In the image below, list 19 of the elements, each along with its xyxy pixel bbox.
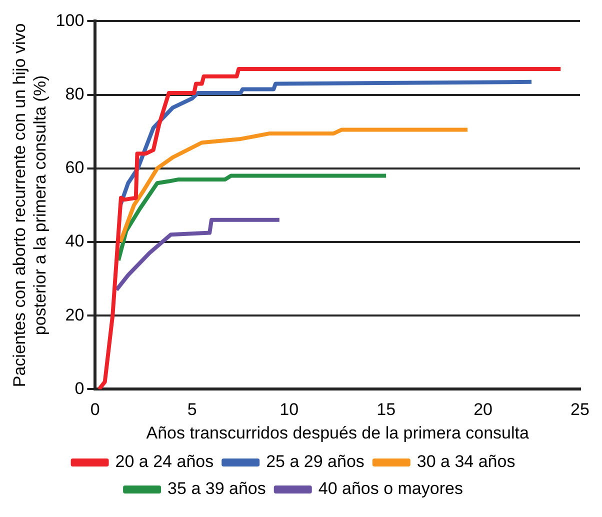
x-tick-label: 10 (280, 400, 299, 420)
legend-label: 25 a 29 años (266, 452, 364, 472)
legend-label: 30 a 34 años (416, 452, 516, 472)
y-tick-label: 80 (65, 84, 84, 104)
x-tick-label: 5 (187, 400, 197, 420)
x-tick-label: 0 (90, 400, 100, 420)
y-tick-label: 20 (65, 305, 84, 324)
x-tick-label: 25 (570, 400, 590, 420)
legend-label: 40 años o mayores (318, 479, 463, 498)
y-tick-label: 60 (65, 158, 84, 178)
y-tick-label: 100 (56, 10, 84, 30)
x-tick-label: 15 (376, 400, 396, 420)
x-axis-title: Años transcurridos después de la primera consulta (146, 423, 530, 442)
legend-label: 20 a 24 años (115, 452, 214, 472)
legend-label: 35 a 39 años (168, 479, 266, 498)
y-tick-label: 40 (65, 232, 84, 251)
x-tick-label: 20 (474, 400, 492, 420)
y-axis-title: Pacientes con aborto recurrente con un hijo vivo posterior a la primera consulta (%) (10, 23, 50, 388)
y-tick-label: 0 (74, 378, 84, 398)
